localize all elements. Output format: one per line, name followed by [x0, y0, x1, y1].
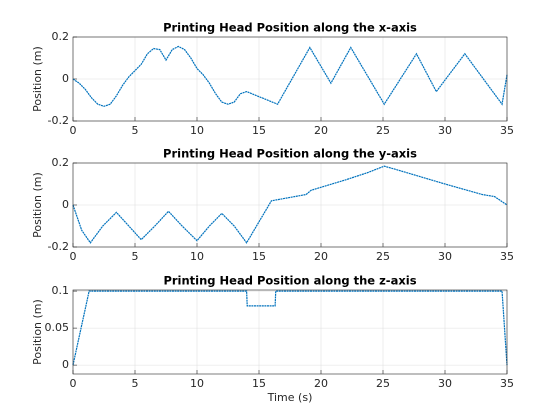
axes-box: [72, 289, 508, 375]
x-tick-label: 35: [500, 377, 514, 390]
y-tick-label: -0.2: [48, 114, 69, 127]
x-tick-label: 5: [132, 377, 139, 390]
x-axis-label: Time (s): [267, 391, 313, 404]
axes-box: [72, 36, 508, 122]
x-tick-label: 15: [252, 124, 266, 137]
y-tick-label: 0.1: [52, 284, 70, 297]
axes-background: [73, 290, 507, 374]
x-tick-label: 20: [314, 124, 328, 137]
data-line: [72, 165, 508, 244]
y-axis-label: Position (m): [31, 172, 44, 238]
x-tick-label: 25: [376, 250, 390, 263]
y-tick-label: 0.2: [52, 156, 70, 169]
y-axis-label: Position (m): [31, 299, 44, 365]
y-tick-label: 0: [62, 358, 69, 371]
chart-title: Printing Head Position along the z-axis: [163, 274, 416, 288]
y-tick-label: 0: [62, 72, 69, 85]
x-tick-label: 30: [438, 250, 452, 263]
x-tick-label: 10: [190, 377, 204, 390]
chart-title: Printing Head Position along the x-axis: [163, 21, 417, 35]
x-tick-label: 5: [132, 250, 139, 263]
y-tick-label: -0.2: [48, 240, 69, 253]
data-line: [72, 45, 508, 107]
x-tick-label: 10: [190, 124, 204, 137]
x-tick-label: 5: [132, 124, 139, 137]
x-tick-label: 20: [314, 250, 328, 263]
x-tick-label: 0: [70, 377, 77, 390]
x-tick-label: 15: [252, 377, 266, 390]
x-tick-label: 0: [70, 124, 77, 137]
y-tick-label: 0: [62, 198, 69, 211]
x-tick-label: 25: [376, 124, 390, 137]
x-tick-label: 35: [500, 124, 514, 137]
chart-title: Printing Head Position along the y-axis: [163, 147, 417, 161]
x-tick-label: 0: [70, 250, 77, 263]
axes-box: [72, 162, 508, 248]
x-tick-label: 30: [438, 124, 452, 137]
x-tick-label: 15: [252, 250, 266, 263]
x-tick-label: 35: [500, 250, 514, 263]
y-tick-label: 0.2: [52, 30, 70, 43]
y-axis-label: Position (m): [31, 46, 44, 112]
x-tick-label: 20: [314, 377, 328, 390]
x-tick-label: 25: [376, 377, 390, 390]
data-line: [72, 290, 508, 366]
x-tick-label: 30: [438, 377, 452, 390]
x-tick-label: 10: [190, 250, 204, 263]
y-tick-label: 0.05: [45, 321, 70, 334]
